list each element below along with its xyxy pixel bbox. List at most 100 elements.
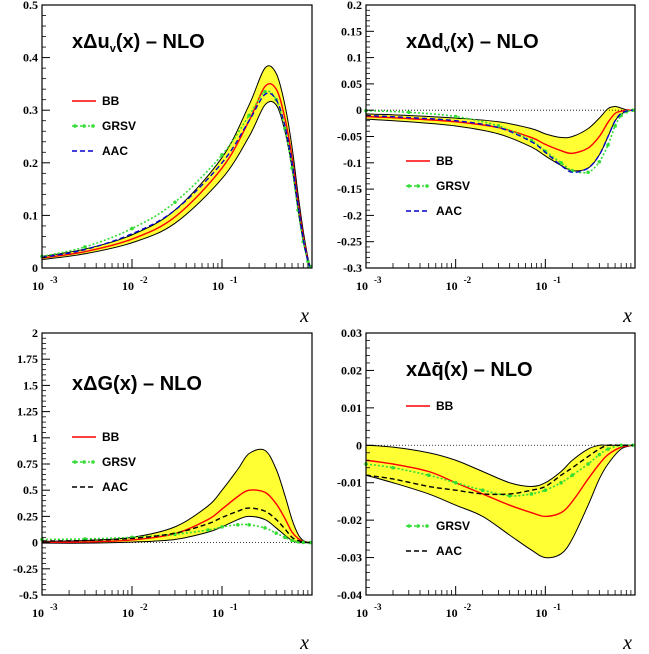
series-point-grsv bbox=[597, 159, 602, 164]
panel-title: xΔdv(x) – NLO bbox=[406, 31, 539, 55]
x-tick-label-base: 10 bbox=[356, 279, 368, 293]
y-tick-label: 0 bbox=[32, 261, 38, 275]
legend-label-bb: BB bbox=[102, 94, 120, 108]
y-tick-label: 0.1 bbox=[347, 51, 362, 65]
series-point-grsv bbox=[83, 245, 87, 249]
x-tick-label-exp: -2 bbox=[464, 602, 472, 612]
x-tick-label-exp: -2 bbox=[140, 275, 148, 285]
series-point-grsv bbox=[247, 113, 251, 118]
y-tick-label: -0.1 bbox=[343, 156, 362, 170]
y-tick-label: -0.15 bbox=[337, 182, 362, 196]
series-line-grsv bbox=[365, 444, 634, 497]
y-tick-label: 0.02 bbox=[341, 363, 362, 377]
legend-label-bb: BB bbox=[102, 430, 120, 444]
y-tick-label: -0.2 bbox=[343, 208, 362, 222]
series-point-grsv bbox=[426, 473, 431, 478]
x-tick-label-exp: -3 bbox=[50, 602, 58, 612]
legend-marker bbox=[91, 460, 95, 464]
series-line-aac bbox=[365, 444, 633, 496]
series-line-grsv bbox=[41, 90, 311, 267]
x-axis-label: x bbox=[622, 632, 632, 654]
series-point-grsv bbox=[586, 462, 590, 466]
y-tick-label: 0.3 bbox=[23, 103, 38, 117]
y-tick-label: 0.4 bbox=[23, 51, 38, 65]
legend-label-bb: BB bbox=[436, 399, 454, 413]
y-tick-label: 1.75 bbox=[17, 352, 38, 366]
y-tick-label: -0.25 bbox=[337, 235, 362, 249]
x-tick-label-exp: -1 bbox=[230, 602, 238, 612]
series-point-grsv bbox=[529, 492, 534, 496]
y-tick-label: -0.05 bbox=[337, 130, 362, 144]
x-tick-label-base: 10 bbox=[446, 606, 458, 620]
series-point-grsv bbox=[263, 526, 267, 530]
y-tick-label: 0.2 bbox=[347, 0, 362, 12]
y-tick-label: 0.75 bbox=[17, 457, 38, 471]
series-point-grsv bbox=[290, 538, 294, 543]
legend-marker bbox=[425, 184, 429, 188]
legend-marker bbox=[407, 184, 411, 188]
x-tick-label-base: 10 bbox=[32, 279, 44, 293]
series-point-grsv bbox=[619, 443, 623, 448]
series-line-bb bbox=[41, 82, 311, 267]
series-point-grsv bbox=[274, 531, 278, 535]
title-rest: (x) – NLO bbox=[450, 31, 539, 53]
y-tick-label: -0.01 bbox=[337, 476, 362, 490]
series-point-grsv bbox=[391, 465, 395, 470]
y-tick-label: 0.25 bbox=[17, 509, 38, 523]
y-tick-label: 0.03 bbox=[341, 326, 362, 340]
y-tick-label: 0.5 bbox=[23, 483, 38, 497]
y-tick-label: 0 bbox=[356, 438, 362, 452]
title-rest: (x) – NLO bbox=[116, 31, 205, 53]
legend-label-grsv: GRSV bbox=[436, 519, 470, 533]
title-subscript: v bbox=[444, 43, 451, 55]
series-point-grsv bbox=[631, 108, 635, 112]
legend-marker bbox=[73, 460, 77, 464]
y-tick-label: -0.03 bbox=[337, 551, 362, 565]
title-subscript: v bbox=[110, 43, 117, 55]
chart-panel-uv: 0 0.1 0.2 0.3 0.4 0.5 10 -3 10 -2 10 -1 x xΔuv(x) – N… bbox=[23, 0, 313, 327]
x-tick-label-base: 10 bbox=[212, 279, 224, 293]
panel-title: xΔG(x) – NLO bbox=[72, 373, 202, 395]
series-point-grsv bbox=[613, 124, 617, 128]
x-tick-label-base: 10 bbox=[212, 606, 224, 620]
chart-panel-dv: -0.3 -0.25 -0.2 -0.15 -0.1 -0.05 0 0.05 0.1 0.15 0… bbox=[337, 0, 636, 327]
series-point-grsv bbox=[543, 488, 548, 493]
series-point-grsv bbox=[130, 226, 134, 231]
legend-marker bbox=[407, 524, 411, 528]
legend-label-aac: AAC bbox=[102, 144, 128, 158]
title-main: xΔG(x) – NLO bbox=[72, 373, 202, 395]
x-tick-label-exp: -1 bbox=[230, 275, 238, 285]
y-tick-label: 0.5 bbox=[23, 0, 38, 12]
uncertainty-band bbox=[41, 65, 311, 268]
y-tick-label: 0.1 bbox=[23, 208, 38, 222]
x-tick-label-exp: -1 bbox=[553, 602, 561, 612]
legend-label-grsv: GRSV bbox=[436, 179, 470, 193]
y-tick-label: -0.04 bbox=[337, 588, 362, 602]
x-tick-label-exp: -3 bbox=[50, 275, 58, 285]
y-tick-label: 0.2 bbox=[23, 156, 38, 170]
legend-marker bbox=[416, 524, 420, 528]
x-tick-label-exp: -3 bbox=[374, 275, 382, 285]
series-line-bb bbox=[365, 444, 634, 518]
x-axis-label: x bbox=[622, 305, 632, 327]
x-tick-label-base: 10 bbox=[446, 279, 458, 293]
series-point-grsv bbox=[606, 143, 610, 147]
series-point-grsv bbox=[453, 114, 458, 119]
series-point-grsv bbox=[559, 480, 563, 485]
x-tick-label-exp: -2 bbox=[464, 275, 472, 285]
y-tick-label: 1 bbox=[32, 431, 38, 445]
legend-label-grsv: GRSV bbox=[102, 455, 136, 469]
x-tick-label-base: 10 bbox=[535, 279, 547, 293]
y-tick-label: -0.02 bbox=[337, 513, 362, 527]
y-tick-label: 1.25 bbox=[17, 405, 38, 419]
series-point-grsv bbox=[507, 494, 512, 498]
legend-marker bbox=[91, 124, 95, 128]
title-main: xΔd bbox=[406, 31, 444, 53]
x-tick-label-exp: -2 bbox=[140, 602, 148, 612]
x-tick-label-exp: -1 bbox=[553, 275, 561, 285]
y-tick-label: 0.15 bbox=[341, 24, 362, 38]
legend-label-grsv: GRSV bbox=[102, 119, 136, 133]
legend-label-aac: AAC bbox=[102, 480, 128, 494]
